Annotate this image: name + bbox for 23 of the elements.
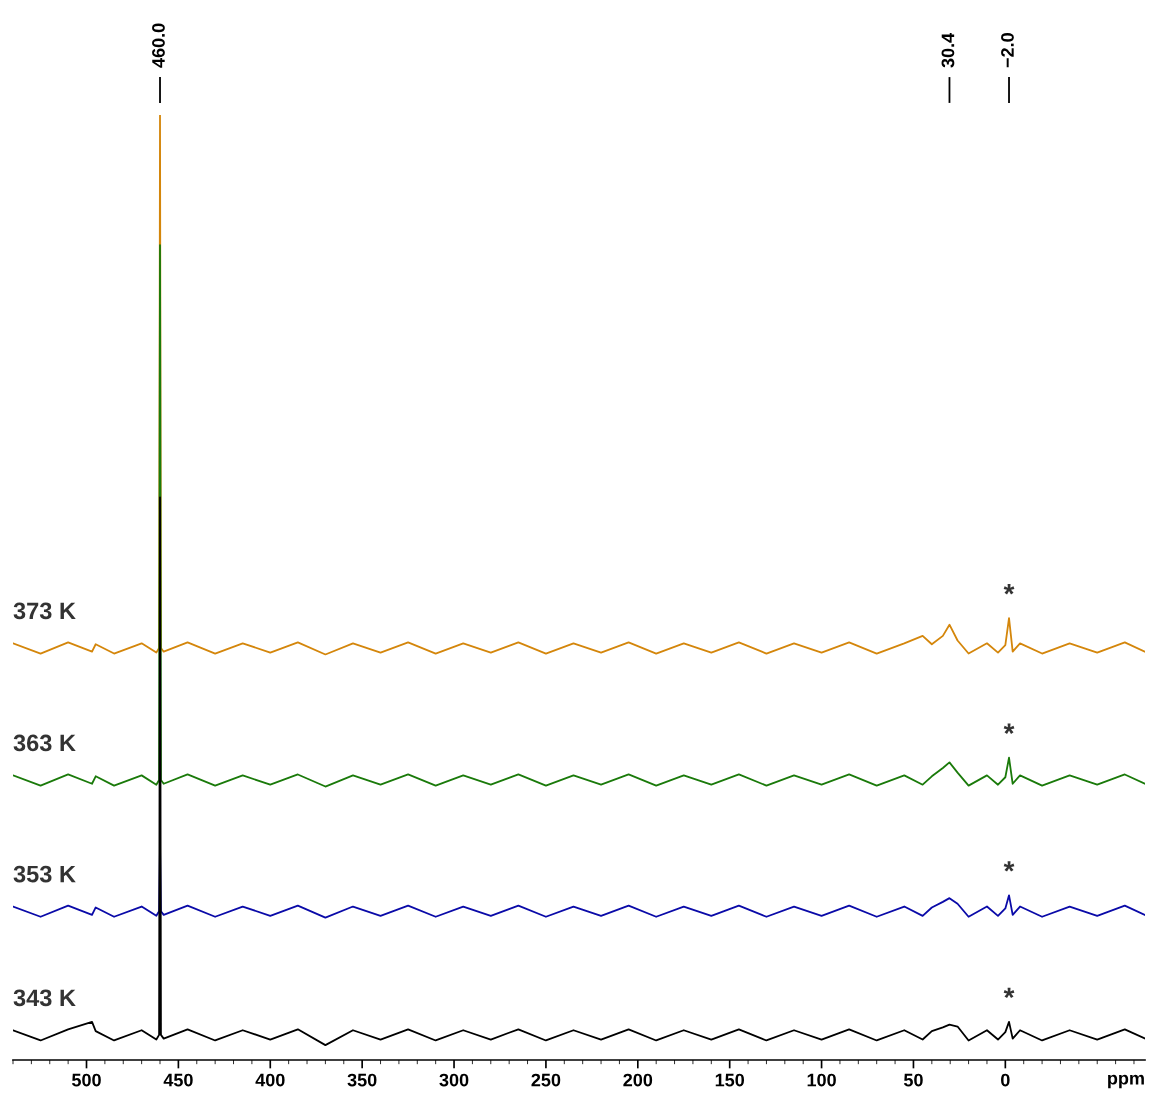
x-tick-label: 150: [715, 1073, 745, 1087]
x-tick-label: 500: [72, 1073, 101, 1087]
annotation: 460.0: [152, 23, 165, 68]
x-tick-label: 0: [1001, 1073, 1010, 1087]
x-tick-label: 400: [255, 1073, 285, 1087]
annotation: *: [1003, 987, 1015, 999]
annotation: −2.0: [1001, 33, 1014, 68]
x-tick-label: 100: [807, 1073, 836, 1087]
series-label: 363 K: [13, 734, 76, 752]
x-tick-label: 250: [531, 1073, 561, 1087]
x-tick-label: 300: [439, 1073, 469, 1087]
annotation: *: [1003, 861, 1015, 872]
annotation: *: [1003, 723, 1015, 734]
x-tick-label: 200: [623, 1073, 653, 1087]
series-label: 343 K: [13, 989, 76, 1007]
annotation: *: [1003, 584, 1015, 595]
annotation: 30.4: [941, 32, 955, 68]
x-axis-title: ppm: [1108, 1074, 1144, 1089]
x-tick-label: 450: [163, 1073, 193, 1087]
series-label: 373 K: [13, 602, 76, 620]
x-tick-label: 50: [903, 1073, 923, 1087]
series-label: 353 K: [13, 865, 76, 883]
x-tick-label: 350: [347, 1073, 377, 1087]
